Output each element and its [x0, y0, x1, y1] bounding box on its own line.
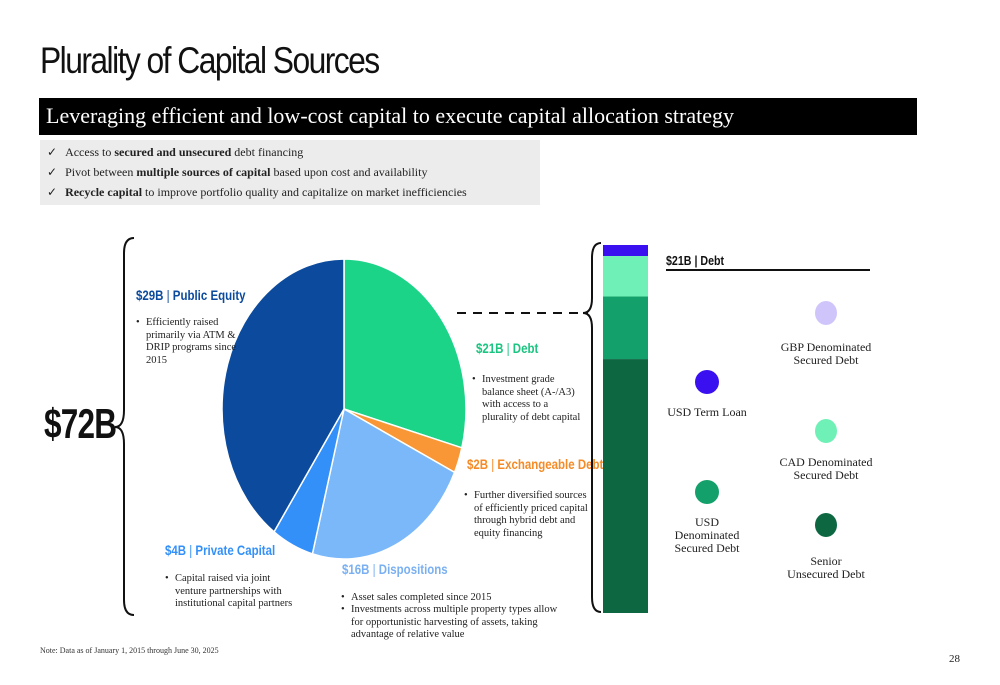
left-brace — [114, 237, 135, 616]
separator: | — [506, 340, 510, 356]
check-text: Pivot between — [65, 165, 137, 179]
checklist-item: ✓ Recycle capital to improve portfolio qu… — [47, 185, 467, 200]
check-bold-text: multiple sources of capital — [136, 165, 271, 179]
stack-segment-0 — [603, 245, 648, 257]
separator: | — [189, 542, 193, 558]
page-number: 28 — [949, 653, 960, 665]
debt-header: $21B | Debt — [476, 340, 538, 356]
check-icon: ✓ — [47, 185, 58, 199]
equity-bullet: • Efficiently raised primarily via ATM & … — [136, 317, 237, 366]
dispositions-header: $16B | Dispositions — [342, 561, 448, 577]
usd-term-loan-dot — [695, 370, 719, 394]
dispositions-amount: $16B — [342, 561, 370, 577]
cad-secured-debt-label: CAD Denominated Secured Debt — [779, 455, 873, 482]
check-icon: ✓ — [47, 165, 58, 179]
check-bold-text: secured and unsecured — [114, 145, 232, 159]
senior-unsecured-debt-dot — [815, 513, 837, 537]
check-text: Access to — [65, 145, 115, 159]
cad-secured-debt-dot — [815, 419, 837, 443]
pie-slice-dispositions — [311, 407, 456, 560]
debt-amount: $21B — [476, 340, 504, 356]
pie-slice-equity — [221, 258, 345, 534]
right-brace — [582, 242, 602, 613]
equity-header: $29B | Public Equity — [136, 287, 246, 303]
debt-label: Debt — [512, 340, 539, 356]
check-bold-text: Recycle capital — [65, 185, 143, 199]
bullet-text: Investment grade balance sheet (A-/A3) w… — [482, 374, 581, 423]
gbp-secured-debt-dot — [815, 301, 837, 325]
checklist-box: ✓ Access to secured and unsecured debt fi… — [40, 140, 540, 205]
dispositions-label: Dispositions — [378, 561, 448, 577]
debt-stacked-bar — [603, 245, 648, 613]
equity-amount: $29B — [136, 287, 164, 303]
capital-pie-chart — [221, 258, 467, 560]
checklist-item: ✓ Pivot between multiple sources of capit… — [47, 165, 427, 180]
usd-secured-debt-dot — [695, 480, 719, 504]
exchangeable-header: $2B | Exchangeable Debt — [467, 456, 603, 472]
bullet-text: Efficiently raised primarily via ATM & D… — [146, 317, 237, 366]
pie-slice-debt — [343, 258, 467, 449]
bullet-text: Capital raised via joint venture partner… — [175, 573, 293, 609]
banner-text: Leveraging efficient and low-cost capita… — [46, 103, 735, 128]
stack-segment-2 — [603, 296, 648, 360]
exchangeable-label: Exchangeable Debt — [497, 456, 604, 472]
subtitle-banner: Leveraging efficient and low-cost capita… — [39, 98, 917, 135]
checklist-item: ✓ Access to secured and unsecured debt fi… — [47, 145, 303, 160]
private-bullet: • Capital raised via joint venture partne… — [165, 573, 300, 611]
debt-panel-divider — [666, 269, 870, 271]
stack-segment-1 — [603, 256, 648, 297]
separator: | — [491, 456, 495, 472]
dispositions-bullet: • Investments across multiple property ty… — [341, 604, 566, 642]
bullet-text: Asset sales completed since 2015 — [351, 592, 492, 603]
stack-segment-3 — [603, 359, 648, 613]
separator: | — [166, 287, 170, 303]
check-text: based upon cost and availability — [270, 165, 428, 179]
senior-unsecured-debt-label: Senior Unsecured Debt — [787, 554, 865, 581]
private-header: $4B | Private Capital — [165, 542, 275, 558]
total-capital: $72B — [44, 400, 117, 447]
dashed-connector — [457, 312, 588, 314]
exchangeable-amount: $2B — [467, 456, 489, 472]
usd-secured-debt-label: USD Denominated Secured Debt — [674, 515, 740, 555]
bullet-text: Further diversified sources of efficient… — [474, 490, 588, 539]
exchangeable-bullet: • Further diversified sources of efficien… — [464, 490, 588, 539]
check-icon: ✓ — [47, 145, 58, 159]
page-title: Plurality of Capital Sources — [40, 40, 380, 81]
separator: | — [372, 561, 376, 577]
check-text: to improve portfolio quality and capital… — [142, 185, 467, 199]
private-label: Private Capital — [195, 542, 276, 558]
footnote: Note: Data as of January 1, 2015 through… — [40, 646, 219, 655]
gbp-secured-debt-label: GBP Denominated Secured Debt — [780, 340, 872, 367]
dispositions-bullet: • Asset sales completed since 2015 — [341, 592, 566, 605]
bullet-text: Investments across multiple property typ… — [351, 604, 558, 640]
debt-bullet: • Investment grade balance sheet (A-/A3) … — [472, 374, 584, 424]
usd-term-loan-label: USD Term Loan — [667, 405, 747, 419]
private-amount: $4B — [165, 542, 187, 558]
debt-panel-header: $21B | Debt — [666, 253, 725, 268]
check-text: debt financing — [231, 145, 304, 159]
equity-label: Public Equity — [172, 287, 246, 303]
